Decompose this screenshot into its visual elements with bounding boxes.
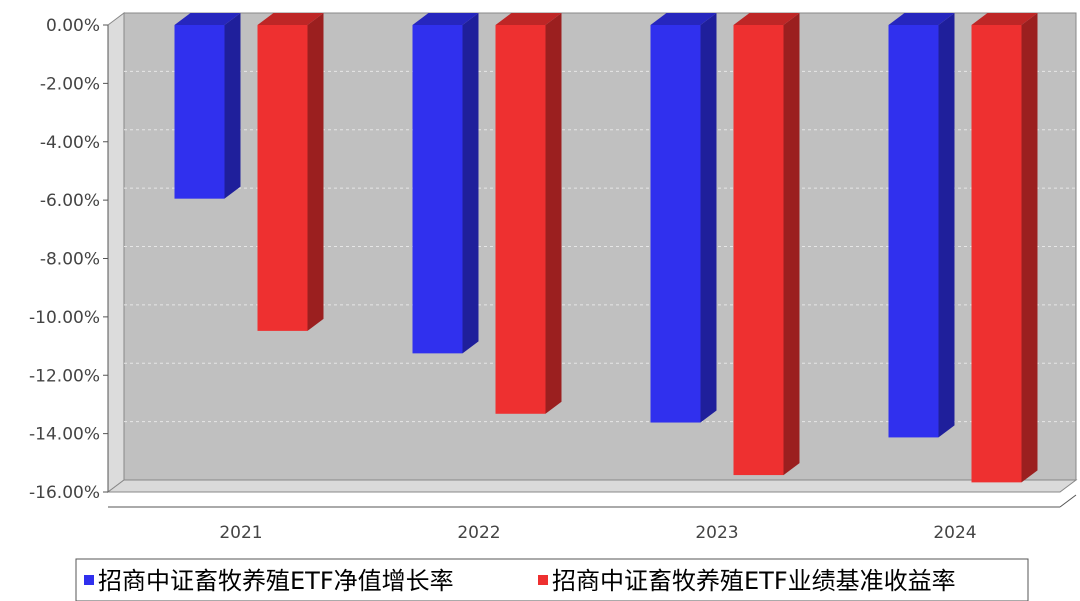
- bar-side: [1021, 13, 1038, 483]
- left-wall: [107, 12, 125, 493]
- bar-side: [783, 13, 800, 476]
- bar-top: [257, 13, 324, 25]
- bar-top: [888, 13, 955, 25]
- bar-side: [307, 13, 324, 331]
- legend-box: [75, 558, 1029, 601]
- bars: [174, 13, 1038, 483]
- bar-side: [462, 13, 479, 354]
- bar-top: [971, 13, 1038, 25]
- y-tick-label: -10.00%: [29, 308, 100, 328]
- x-tick-label: 2021: [219, 523, 262, 543]
- x-tick-label: 2024: [933, 523, 976, 543]
- bar-front: [971, 25, 1022, 483]
- bar-side: [700, 13, 717, 423]
- y-axis-ticks: 0.00% -2.00% -4.00% -6.00% -8.00% -10.00% -12.…: [29, 16, 108, 503]
- bar: [650, 13, 717, 423]
- x-tick-label: 2022: [457, 523, 500, 543]
- bar: [412, 13, 479, 354]
- bar: [495, 13, 562, 414]
- legend-label: 招商中证畜牧养殖ETF净值增长率: [98, 567, 454, 595]
- y-tick-label: -2.00%: [40, 74, 100, 94]
- y-tick-label: -12.00%: [29, 366, 100, 386]
- legend-swatch: [84, 575, 94, 585]
- y-tick-label: -14.00%: [29, 425, 100, 445]
- bar-front: [412, 25, 463, 354]
- bar-side: [224, 13, 241, 199]
- legend: 招商中证畜牧养殖ETF净值增长率 招商中证畜牧养殖ETF业绩基准收益率: [75, 558, 1029, 601]
- bar-top: [733, 13, 800, 25]
- bar: [733, 13, 800, 476]
- x-axis-ticks: 2021 2022 2023 2024: [219, 523, 976, 543]
- bar: [257, 13, 324, 331]
- bar-top: [495, 13, 562, 25]
- y-tick-label: 0.00%: [46, 16, 100, 36]
- bar-front: [174, 25, 225, 199]
- bar: [174, 13, 241, 199]
- bar-front: [888, 25, 939, 438]
- bar: [971, 13, 1038, 483]
- floor: [106, 479, 1078, 493]
- bar-front: [733, 25, 784, 476]
- y-tick-label: -4.00%: [40, 133, 100, 153]
- bar-front: [650, 25, 701, 423]
- x-tick-label: 2023: [695, 523, 738, 543]
- y-tick-label: -16.00%: [29, 483, 100, 503]
- bar-front: [257, 25, 308, 331]
- legend-swatch: [538, 575, 548, 585]
- bar-top: [174, 13, 241, 25]
- bar: [888, 13, 955, 438]
- bar-top: [650, 13, 717, 25]
- bar-front: [495, 25, 546, 414]
- y-tick-label: -8.00%: [40, 250, 100, 270]
- bar-side: [545, 13, 562, 414]
- bar-side: [938, 13, 955, 438]
- x-axis-edge: [1059, 494, 1077, 508]
- bar-top: [412, 13, 479, 25]
- legend-label: 招商中证畜牧养殖ETF业绩基准收益率: [552, 567, 956, 595]
- y-tick-label: -6.00%: [40, 191, 100, 211]
